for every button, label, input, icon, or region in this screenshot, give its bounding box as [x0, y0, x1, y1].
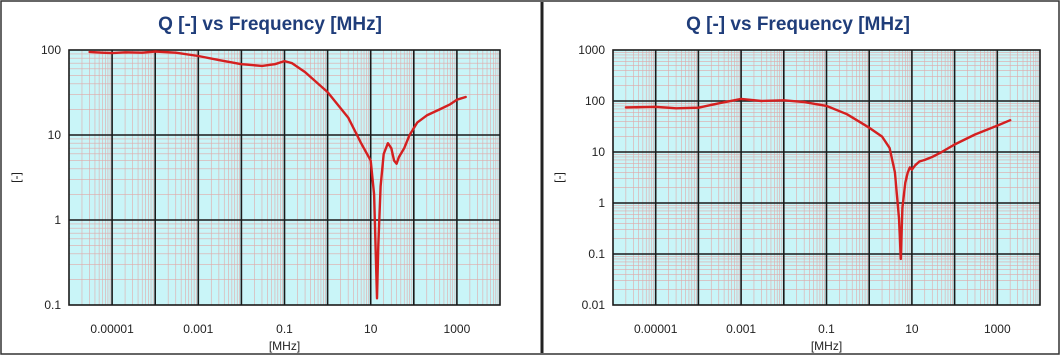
y-tick-label: 1: [598, 196, 605, 210]
y-tick-label: 0.1: [588, 247, 605, 261]
chart-title: Q [-] vs Frequency [MHz]: [686, 14, 910, 35]
x-tick-label: 0.001: [726, 322, 756, 336]
y-tick-label: 0.1: [44, 298, 61, 312]
y-tick-label: 100: [41, 43, 61, 57]
x-axis-label: [MHz]: [811, 339, 842, 353]
series-line: [624, 97, 1012, 261]
x-tick-label: 10: [364, 322, 378, 336]
major-grid: [69, 50, 500, 305]
y-tick-label: 10: [48, 128, 62, 142]
x-tick-label: 1000: [444, 322, 471, 336]
x-tick-label: 10: [905, 322, 919, 336]
major-grid: [613, 50, 1040, 305]
x-tick-label: 0.1: [276, 322, 293, 336]
x-tick-label: 0.001: [183, 322, 213, 336]
x-tick-label: 1000: [984, 322, 1011, 336]
y-tick-label: 10: [592, 145, 606, 159]
y-axis-label: [-]: [552, 172, 566, 183]
x-tick-label: 0.00001: [90, 322, 134, 336]
chart-2: Q [-] vs Frequency [MHz]0.010.1110100100…: [552, 14, 1041, 353]
y-axis-label: [-]: [9, 172, 23, 183]
series-line: [88, 50, 467, 300]
x-tick-label: 0.00001: [634, 322, 678, 336]
x-tick-label: 0.1: [818, 322, 835, 336]
plot-border: [68, 49, 501, 306]
x-axis-label: [MHz]: [269, 339, 300, 353]
minor-grid: [613, 50, 1040, 305]
chart-title: Q [-] vs Frequency [MHz]: [158, 14, 382, 35]
chart-1: Q [-] vs Frequency [MHz] 0.1 1 10 100 0.00001…: [9, 14, 501, 353]
y-tick-label: 1000: [578, 43, 605, 57]
plot-border: [612, 49, 1041, 306]
y-tick-label: 0.01: [582, 298, 606, 312]
y-tick-label: 100: [585, 94, 605, 108]
y-tick-label: 1: [54, 213, 61, 227]
